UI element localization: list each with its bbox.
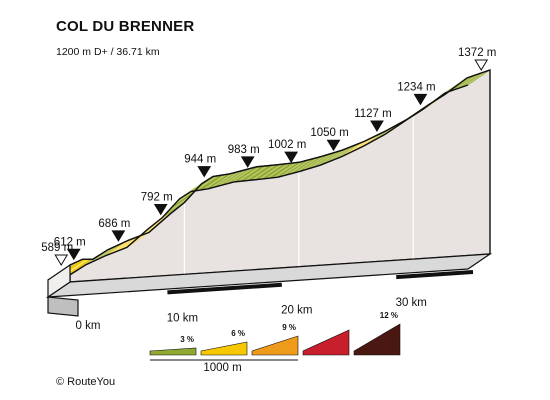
waypoint-marker-label: 612 m	[54, 236, 86, 248]
grade-stripe	[211, 172, 234, 189]
legend-swatch	[353, 323, 401, 356]
legend-label: 9 %	[282, 323, 296, 332]
legend-label: 6 %	[231, 329, 245, 338]
finish-marker-label: 1372 m	[458, 47, 496, 59]
waypoint-marker-icon	[153, 203, 168, 216]
legend-label: 3 %	[180, 335, 194, 344]
start-marker-icon	[54, 254, 69, 266]
grade-stripe	[273, 161, 297, 179]
waypoint-marker-icon	[326, 139, 341, 152]
waypoint-marker-icon	[370, 120, 384, 132]
waypoint-marker-label: 1127 m	[354, 108, 392, 120]
grade-stripe	[337, 142, 361, 159]
grade-stripe	[309, 152, 333, 169]
grade-stripe	[217, 170, 241, 187]
copyright-text: © RouteYou	[56, 376, 116, 388]
grade-stripe	[281, 160, 305, 177]
legend-swatch	[200, 341, 248, 356]
chart-title: COL DU BRENNER	[56, 18, 195, 35]
grade-stripe	[330, 145, 354, 162]
grade-stripe	[288, 158, 312, 175]
profile-front-face	[47, 263, 71, 299]
grade-stripe	[230, 167, 254, 184]
waypoint-marker-icon	[66, 248, 81, 261]
grade-stripe	[95, 244, 118, 261]
grade-stripe	[316, 150, 340, 167]
grade-stripe	[166, 197, 190, 214]
grade-stripe	[115, 235, 139, 253]
x-tick-label: 30 km	[396, 297, 427, 309]
grade-stripe	[456, 73, 479, 90]
waypoint-marker-label: 1050 m	[310, 127, 348, 139]
grade-stripe	[259, 163, 283, 180]
waypoint-marker-label: 1002 m	[268, 139, 306, 151]
legend-swatch	[251, 335, 299, 356]
legend: 3 % 6 % 9 % 12 % 1000 m	[149, 311, 401, 374]
grade-stripe	[194, 175, 218, 192]
x-tick-label: 20 km	[281, 305, 312, 317]
waypoint-marker-icon	[111, 230, 126, 242]
grade-stripe	[237, 165, 261, 183]
band-front-edge	[47, 84, 469, 281]
grade-stripe	[203, 173, 227, 191]
km-scale-bar	[396, 270, 474, 280]
legend-scale-label: 1000 m	[203, 362, 241, 374]
km-scale-bar	[167, 282, 282, 295]
waypoint-marker-label: 686 m	[98, 218, 130, 230]
profile-base	[45, 253, 493, 317]
grade-stripe	[101, 241, 125, 258]
waypoint-marker-label: 944 m	[184, 154, 216, 166]
profile-gradient-band	[47, 69, 491, 281]
legend-swatch	[302, 329, 350, 356]
grade-stripe	[302, 154, 326, 172]
base-front-face	[47, 296, 79, 317]
legend-label: 12 %	[380, 311, 398, 320]
x-axis: 0 km 10 km 20 km 30 km	[76, 297, 427, 332]
legend-swatch	[149, 347, 197, 356]
waypoint-marker-icon	[413, 93, 428, 106]
grade-stripe	[252, 164, 276, 181]
waypoint-marker-label: 792 m	[141, 191, 173, 203]
start-marker-label: 589 m	[41, 242, 73, 254]
finish-marker-icon	[474, 59, 489, 71]
grade-stripe	[323, 148, 347, 165]
waypoint-marker-icon	[284, 151, 299, 164]
waypoint-marker-label: 983 m	[228, 144, 260, 156]
grade-stripe	[295, 156, 319, 174]
grade-stripe	[108, 238, 132, 256]
grade-stripe	[224, 168, 248, 186]
waypoint-marker-icon	[240, 156, 255, 168]
x-tick-label: 10 km	[167, 312, 198, 324]
grade-stripe	[266, 162, 290, 180]
chart-subtitle: 1200 m D+ / 36.71 km	[56, 46, 160, 58]
grade-stripe	[244, 165, 268, 182]
waypoint-marker-label: 1234 m	[397, 81, 435, 93]
x-tick-label: 0 km	[76, 320, 101, 332]
grade-stripe	[463, 70, 487, 87]
waypoint-marker-icon	[197, 166, 212, 178]
